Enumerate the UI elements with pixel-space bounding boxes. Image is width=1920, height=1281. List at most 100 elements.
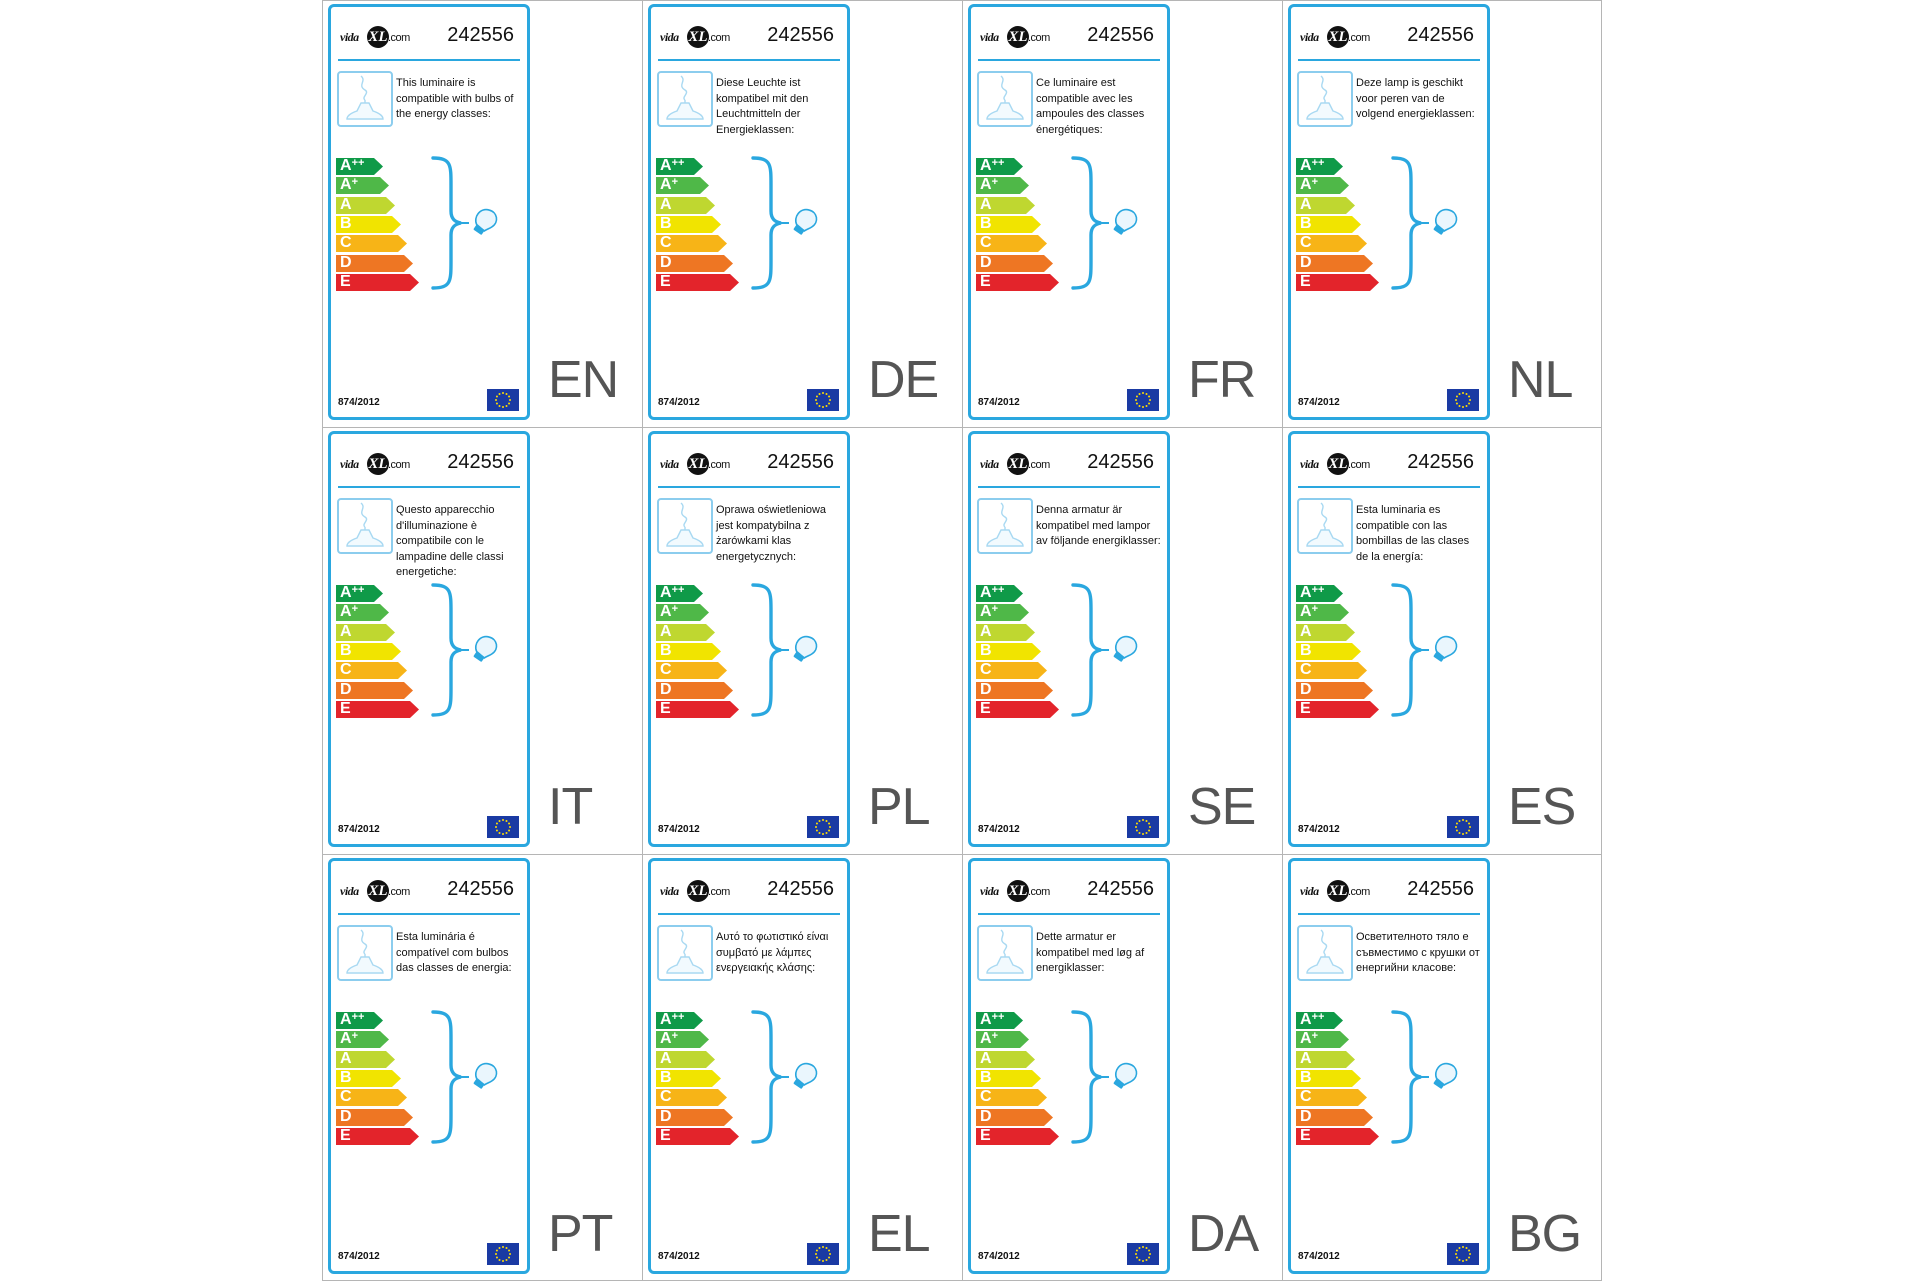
pendant-lamp-icon	[337, 925, 393, 981]
energy-class-scale: A++ A+ A B C D E	[1296, 584, 1406, 754]
energy-arrow-shape	[336, 1012, 383, 1029]
energy-arrow-shape	[1296, 1108, 1373, 1126]
compatibility-text: Dette armatur er kompatibel med løg af e…	[1036, 931, 1145, 975]
header-divider	[338, 913, 520, 915]
curly-brace-icon	[1071, 155, 1151, 296]
energy-class-bar: D	[1296, 1108, 1374, 1127]
energy-label-card: vida XL .com 242556 Esta luminaria es compat…	[1288, 431, 1490, 847]
energy-class-bar: D	[976, 1108, 1054, 1127]
brand-prefix: vida	[660, 884, 679, 898]
energy-class-letter: E	[980, 1126, 991, 1144]
energy-class-letter: A++	[660, 584, 685, 601]
energy-class-letter: D	[340, 680, 352, 698]
label-cell-bg: vida XL .com 242556 Осветителното тяло е съв…	[1282, 854, 1602, 1281]
energy-class-bar: D	[1296, 681, 1374, 700]
energy-class-plus: +	[351, 1030, 358, 1043]
energy-class-letter: C	[980, 661, 992, 679]
brand-mark: XL	[687, 453, 709, 475]
label-cell-pt: vida XL .com 242556 Esta luminária é compatí…	[322, 854, 642, 1281]
energy-class-plus: +	[671, 176, 678, 189]
energy-class-bar: A+	[336, 603, 390, 622]
energy-class-bar: E	[336, 700, 420, 719]
energy-label-card: vida XL .com 242556 This luminaire is compat…	[328, 4, 530, 420]
header-divider	[978, 486, 1160, 488]
energy-arrow-shape	[336, 254, 413, 272]
energy-class-bar: A	[656, 623, 716, 642]
energy-arrow-shape	[976, 177, 1029, 195]
energy-arrow-shape	[1296, 254, 1373, 272]
brand-suffix: .com	[1348, 886, 1370, 898]
label-cell-pl: vida XL .com 242556 Oprawa oświetleniowa jes…	[642, 427, 962, 854]
energy-class-letter: B	[660, 641, 672, 659]
energy-class-bar: B	[656, 642, 722, 661]
light-bulb-icon	[793, 208, 818, 235]
energy-class-letter: A+	[340, 1030, 358, 1048]
brand-mark: XL	[1007, 26, 1029, 48]
regulation-number: 874/2012	[1298, 824, 1340, 835]
energy-class-plus: +	[1311, 176, 1318, 189]
energy-class-bar: B	[656, 215, 722, 234]
label-cell-fr: vida XL .com 242556 Ce luminaire est compati…	[962, 0, 1282, 427]
energy-arrow-shape	[656, 700, 739, 718]
curly-brace-icon	[1071, 1009, 1151, 1150]
energy-class-bar: A	[976, 623, 1036, 642]
energy-class-bar: A	[336, 623, 396, 642]
energy-class-letter: A+	[980, 603, 998, 621]
energy-class-bar: A++	[1296, 1011, 1344, 1030]
brand-suffix: .com	[708, 459, 730, 471]
energy-arrow-shape	[1296, 585, 1343, 602]
energy-class-scale: A++ A+ A B C D E	[1296, 157, 1406, 327]
energy-class-letter: D	[980, 253, 992, 271]
energy-arrow-shape	[656, 681, 733, 699]
energy-arrow-shape	[656, 662, 727, 680]
energy-arrow-shape	[976, 642, 1041, 660]
energy-class-bar: A	[656, 196, 716, 215]
energy-class-plus: ++	[351, 1011, 365, 1023]
energy-class-letter: A	[1300, 1049, 1312, 1067]
energy-class-bar: E	[976, 1127, 1060, 1146]
energy-class-plus: ++	[671, 157, 685, 169]
brand-logo: vida XL .com	[340, 880, 414, 903]
energy-arrow-shape	[1296, 642, 1361, 660]
energy-arrow-shape	[656, 623, 715, 641]
energy-class-plus: ++	[671, 1011, 685, 1023]
brand-prefix: vida	[980, 30, 999, 44]
energy-arrow-shape	[1296, 1012, 1343, 1029]
brand-suffix: .com	[1348, 459, 1370, 471]
energy-class-letter: E	[660, 1126, 671, 1144]
energy-class-letter: E	[340, 1126, 351, 1144]
energy-class-bar: E	[1296, 700, 1380, 719]
energy-class-letter: D	[340, 253, 352, 271]
energy-class-bar: A+	[336, 176, 390, 195]
energy-arrow-shape	[336, 1089, 407, 1107]
energy-arrow-shape	[976, 1012, 1023, 1029]
energy-class-bar: D	[976, 681, 1054, 700]
energy-arrow-shape	[656, 1069, 721, 1087]
energy-class-scale: A++ A+ A B C D E	[976, 157, 1086, 327]
language-code: FR	[1188, 351, 1256, 409]
energy-class-bar: C	[656, 234, 728, 253]
brand-suffix: .com	[708, 32, 730, 44]
energy-class-letter: B	[980, 641, 992, 659]
energy-arrow-shape	[336, 604, 389, 622]
energy-arrow-shape	[1296, 681, 1373, 699]
energy-class-letter: A++	[660, 1011, 685, 1028]
energy-class-scale: A++ A+ A B C D E	[656, 157, 766, 327]
brand-logo: vida XL .com	[660, 880, 734, 903]
brand-logo: vida XL .com	[1300, 26, 1374, 49]
energy-class-bar: C	[1296, 234, 1368, 253]
compatibility-text: Questo apparecchio d'illuminazione è com…	[396, 504, 504, 579]
brand-logo: vida XL .com	[980, 453, 1054, 476]
brand-prefix: vida	[980, 457, 999, 471]
energy-class-letter: B	[1300, 1068, 1312, 1086]
light-bulb-icon	[1433, 1062, 1458, 1089]
energy-class-scale: A++ A+ A B C D E	[656, 1011, 766, 1181]
brand-logo: vida XL .com	[660, 26, 734, 49]
energy-class-plus: +	[351, 603, 358, 616]
energy-class-scale: A++ A+ A B C D E	[656, 584, 766, 754]
language-code: PL	[868, 778, 931, 836]
energy-arrow-shape	[976, 235, 1047, 253]
light-bulb-icon	[1433, 635, 1458, 662]
energy-class-letter: A++	[340, 584, 365, 601]
curly-brace-icon	[1391, 155, 1471, 296]
